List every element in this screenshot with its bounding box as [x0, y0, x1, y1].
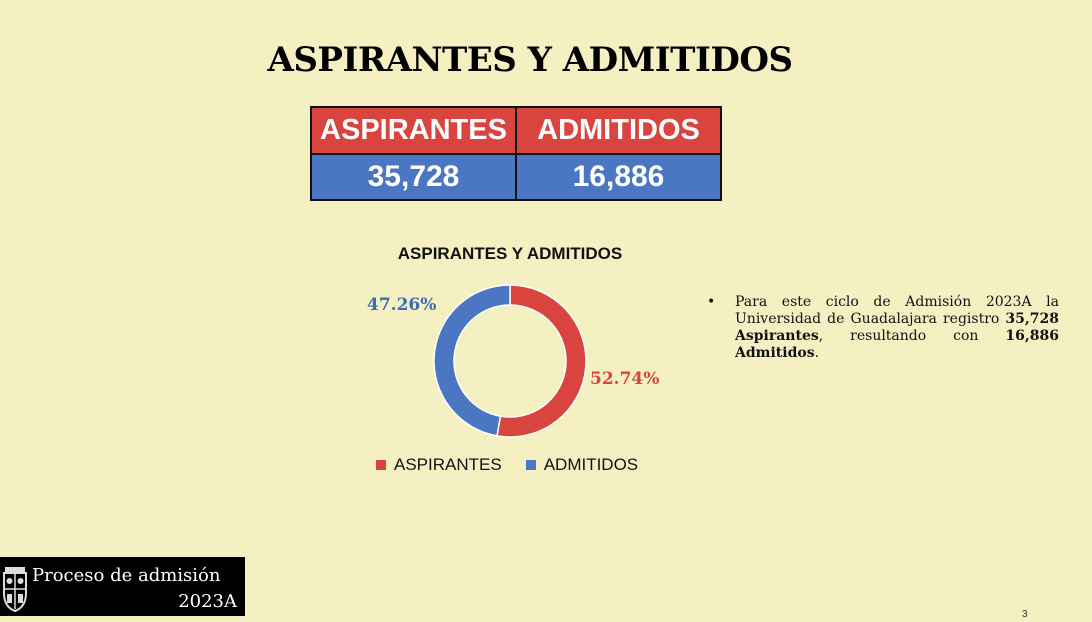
bullet-bold-aspirantes: 35,728 Aspirantes: [735, 311, 1059, 345]
summary-table: ASPIRANTES ADMITIDOS 35,728 16,886: [310, 106, 722, 201]
donut-slice-admitidos: [433, 284, 511, 437]
legend-item-admitidos: ADMITIDOS: [525, 455, 639, 475]
bullet-body: Para este ciclo de Admisión 2023A la Uni…: [735, 294, 1059, 362]
university-seal-icon: [3, 567, 27, 613]
chart-title: ASPIRANTES Y ADMITIDOS: [397, 244, 623, 263]
page-number: 3: [1022, 609, 1028, 620]
chart-legend: ASPIRANTES ADMITIDOS: [376, 455, 638, 475]
value-aspirantes: 35,728: [310, 153, 517, 201]
footer-cycle: 2023A: [178, 591, 237, 612]
footer-title: Proceso de admisión: [32, 565, 221, 586]
summary-value-row: 35,728 16,886: [310, 153, 722, 201]
donut-slice-aspirantes: [496, 284, 587, 438]
bullet-text-2: , resultando con: [818, 328, 1006, 345]
bullet-text-1: Para este ciclo de Admisión 2023A la Uni…: [735, 294, 1059, 328]
summary-header-row: ASPIRANTES ADMITIDOS: [310, 106, 722, 155]
data-label-aspirantes: 52.74%: [590, 369, 660, 389]
legend-label-aspirantes: ASPIRANTES: [394, 455, 502, 474]
donut-chart: [433, 284, 587, 438]
bullet-paragraph: • Para este ciclo de Admisión 2023A la U…: [707, 294, 1059, 362]
bullet-bold-admitidos: 16,886 Admitidos: [735, 328, 1059, 362]
footer-banner: Proceso de admisión 2023A: [0, 557, 245, 616]
data-label-admitidos: 47.26%: [367, 295, 437, 315]
legend-swatch-aspirantes: [376, 460, 386, 470]
bullet-icon: •: [707, 294, 716, 310]
bullet-text-3: .: [814, 345, 820, 362]
value-admitidos: 16,886: [515, 153, 722, 201]
legend-swatch-admitidos: [525, 460, 536, 470]
slide-title: ASPIRANTES Y ADMITIDOS: [267, 40, 793, 80]
legend-label-admitidos: ADMITIDOS: [543, 455, 639, 474]
legend-item-aspirantes: ASPIRANTES: [376, 455, 502, 475]
header-admitidos: ADMITIDOS: [515, 106, 722, 155]
header-aspirantes: ASPIRANTES: [310, 106, 517, 155]
